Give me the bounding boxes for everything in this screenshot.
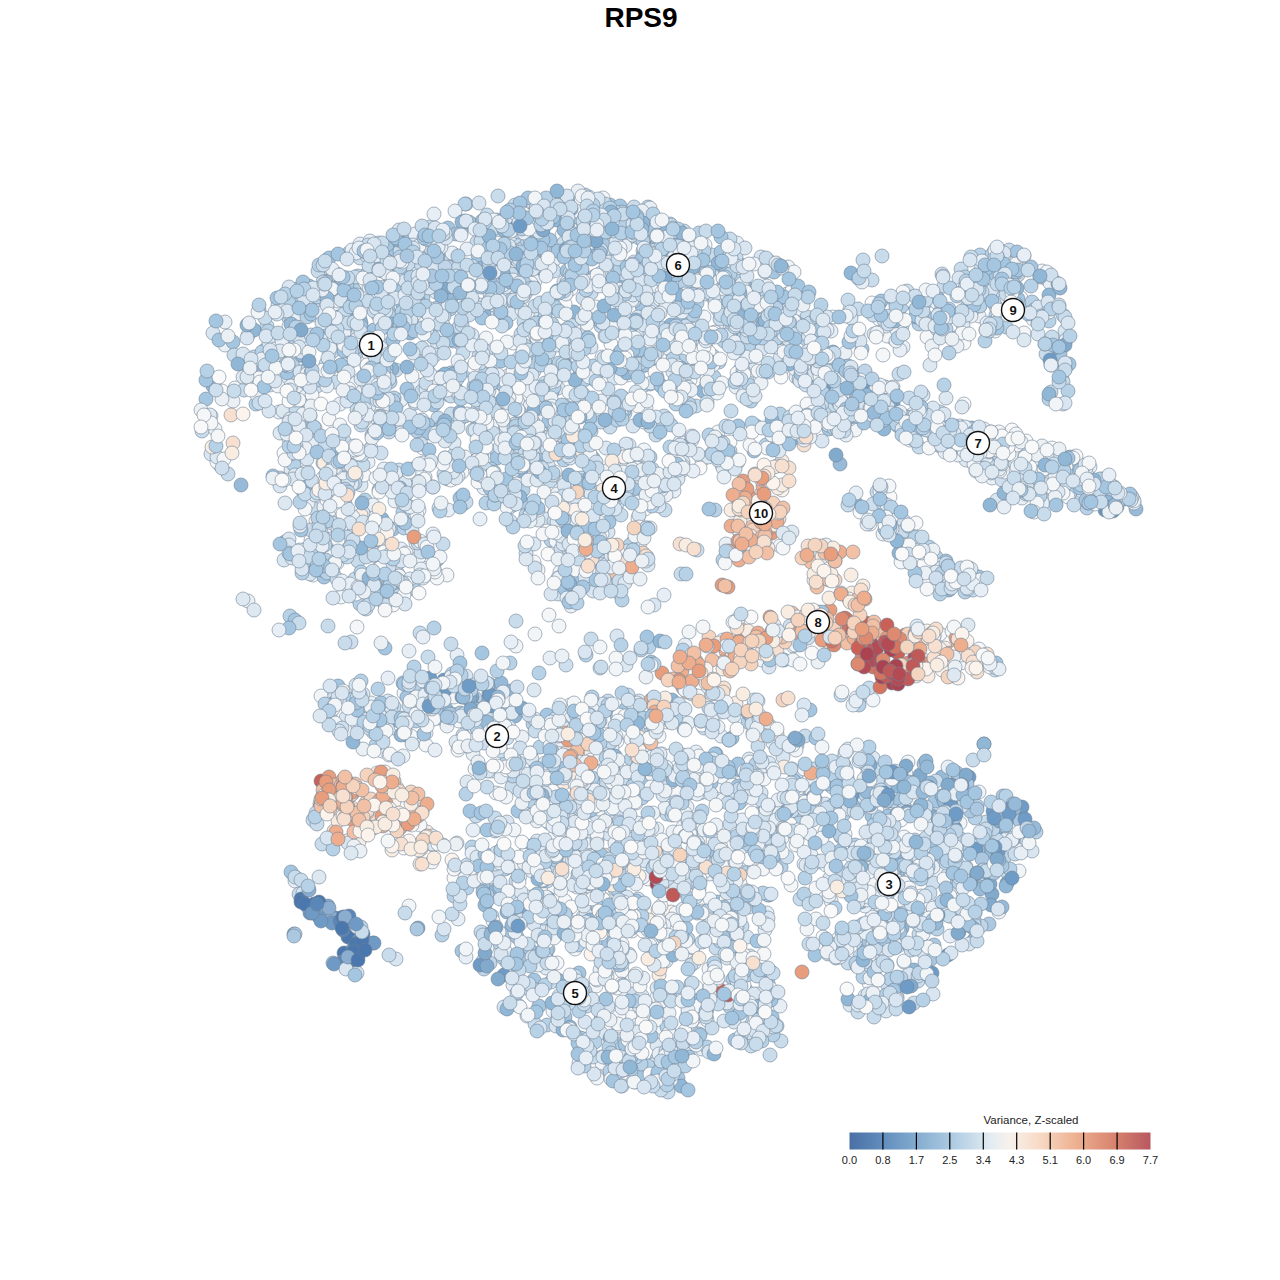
svg-text:3: 3 [885,877,892,892]
svg-text:6: 6 [674,258,681,273]
svg-text:1.7: 1.7 [909,1154,924,1166]
svg-text:2.5: 2.5 [942,1154,957,1166]
svg-text:7.7: 7.7 [1143,1154,1158,1166]
svg-text:2: 2 [493,729,500,744]
svg-text:1: 1 [367,338,374,353]
svg-text:RPS9: RPS9 [604,2,677,33]
svg-text:6.9: 6.9 [1109,1154,1124,1166]
svg-text:7: 7 [974,436,981,451]
svg-text:9: 9 [1009,303,1016,318]
svg-text:0.0: 0.0 [842,1154,857,1166]
svg-text:8: 8 [814,615,821,630]
svg-text:6.0: 6.0 [1076,1154,1091,1166]
svg-text:5: 5 [571,986,578,1001]
svg-text:3.4: 3.4 [976,1154,991,1166]
svg-text:0.8: 0.8 [875,1154,890,1166]
svg-text:5.1: 5.1 [1043,1154,1058,1166]
svg-text:4: 4 [610,481,618,496]
svg-text:10: 10 [754,506,768,521]
svg-text:4.3: 4.3 [1009,1154,1024,1166]
svg-text:Variance, Z-scaled: Variance, Z-scaled [983,1114,1078,1126]
